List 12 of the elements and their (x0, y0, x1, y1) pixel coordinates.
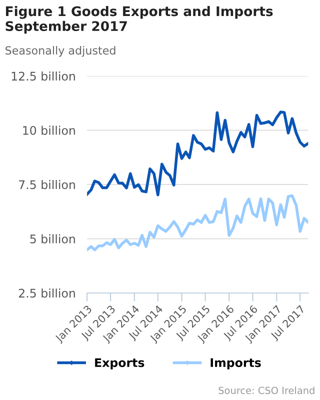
chart-title: Figure 1 Goods Exports and Imports September 2017 (6, 6, 273, 34)
chart-subtitle: Seasonally adjusted (6, 46, 116, 57)
y-tick-label: 12.5 billion (12, 72, 75, 81)
y-tick-label: 10 billion (23, 126, 75, 135)
line-series (87, 194, 308, 252)
y-tick-label: 7.5 billion (19, 180, 75, 190)
y-tick-label: 5 billion (30, 234, 75, 244)
y-tick-label: 2.5 billion (18, 288, 75, 298)
source-note: Source: CSO Ireland (218, 386, 314, 394)
line-series (87, 110, 308, 196)
legend-label: Imports (210, 358, 261, 370)
legend-label: Exports (95, 358, 144, 370)
